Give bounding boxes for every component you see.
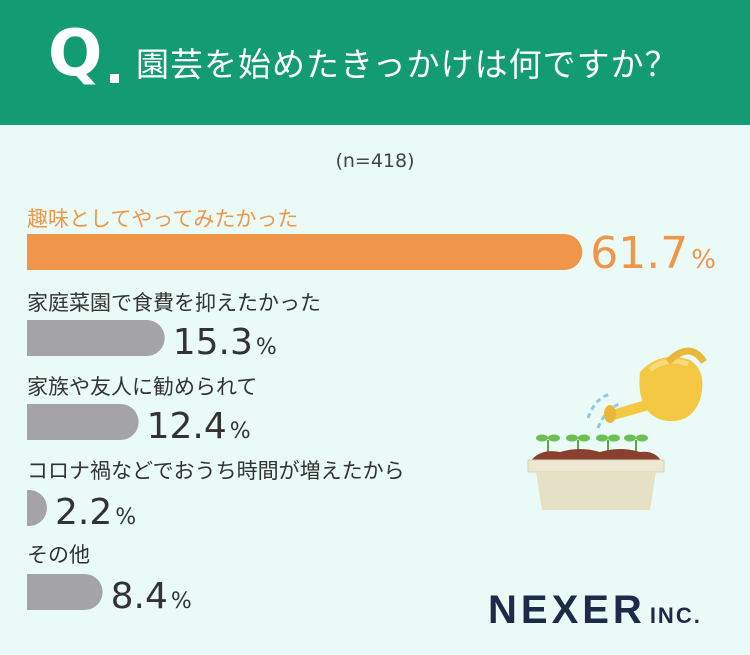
logo-main: NEXER [488, 588, 646, 632]
question-title: 園芸を始めたきっかけは何ですか？ [136, 45, 679, 84]
sprouts [536, 434, 648, 452]
value-label: 2.2 [55, 492, 112, 533]
watering-can-illustration [527, 347, 707, 510]
bar [27, 574, 103, 610]
category-label: その他 [27, 543, 90, 567]
bar [27, 490, 47, 526]
sample-size-note: (n=418) [335, 150, 415, 172]
bar [27, 234, 583, 270]
unit-label: % [115, 505, 136, 530]
bar [27, 320, 165, 356]
bar [27, 404, 139, 440]
value-label: 12.4 [147, 406, 227, 447]
unit-label: % [230, 419, 251, 444]
nexer-logo: NEXER INC. [488, 588, 702, 633]
category-label: 趣味としてやってみたかった [27, 207, 298, 231]
unit-label: % [256, 335, 277, 360]
category-label: コロナ禍などでおうち時間が増えたから [27, 459, 405, 483]
value-label: 15.3 [173, 322, 253, 363]
unit-label: % [171, 589, 192, 614]
value-label: 61.7 [590, 228, 688, 279]
value-label: 8.4 [111, 576, 168, 617]
logo-sub: INC. [649, 603, 702, 628]
category-label: 家族や友人に勧められて [27, 375, 257, 399]
unit-label: % [691, 245, 716, 275]
category-label: 家庭菜園で食費を抑えたかった [27, 291, 321, 315]
header-banner: Q 園芸を始めたきっかけは何ですか？ [0, 0, 750, 125]
q-mark: Q [48, 17, 103, 91]
q-dot [110, 74, 119, 83]
